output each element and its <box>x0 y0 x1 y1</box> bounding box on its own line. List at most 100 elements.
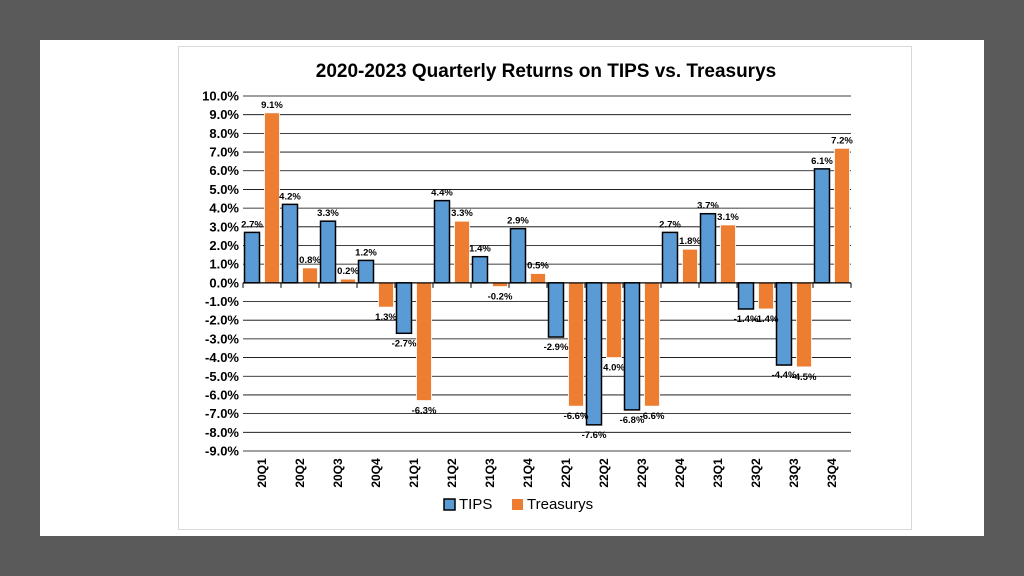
y-tick-label: 6.0% <box>209 163 239 178</box>
data-label: 3.7% <box>697 201 719 212</box>
category-label: 23Q4 <box>825 458 839 488</box>
data-label: -2.7% <box>392 338 417 349</box>
data-label: -6.6% <box>640 411 665 422</box>
data-label: 3.1% <box>717 212 739 223</box>
legend-label-treasurys: Treasurys <box>527 496 593 513</box>
zero-axis <box>242 282 852 288</box>
treasurys-bar <box>644 282 660 407</box>
data-label: 2.7% <box>241 219 263 230</box>
treasurys-bar <box>606 282 622 358</box>
y-tick-label: -2.0% <box>205 313 239 328</box>
tips-bar <box>281 203 299 284</box>
category-label: 21Q4 <box>521 458 535 488</box>
treasurys-bar <box>530 273 546 284</box>
data-label: 1.4% <box>469 244 491 255</box>
data-label: -1.4% <box>754 314 779 325</box>
tips-bar <box>357 259 375 284</box>
y-tick-label: 2.0% <box>209 238 239 253</box>
y-tick-label: 3.0% <box>209 219 239 234</box>
data-label: 3.3% <box>451 208 473 219</box>
data-label: -4.4% <box>772 370 797 381</box>
category-label: 23Q3 <box>787 458 801 488</box>
y-tick-label: 8.0% <box>209 126 239 141</box>
y-tick-label: -1.0% <box>205 294 239 309</box>
y-tick-label: 1.0% <box>209 257 239 272</box>
treasurys-bar <box>378 282 394 308</box>
data-label: -6.8% <box>620 415 645 426</box>
data-label: 0.8% <box>299 255 321 266</box>
bar-chart: 2020-2023 Quarterly Returns on TIPS vs. … <box>202 61 853 513</box>
legend-swatch-treasurys <box>512 499 523 510</box>
tips-bar <box>623 282 641 411</box>
data-label: 4.0% <box>603 363 625 374</box>
data-label: -7.6% <box>582 430 607 441</box>
y-tick-label: 7.0% <box>209 145 239 160</box>
category-label: 21Q2 <box>445 458 459 488</box>
data-label: 6.1% <box>811 156 833 167</box>
tips-bar <box>509 227 527 284</box>
data-label: 4.4% <box>431 188 453 199</box>
y-tick-label: -6.0% <box>205 387 239 402</box>
gridlines <box>243 95 851 452</box>
treasurys-bar <box>796 282 812 368</box>
y-tick-label: 0.0% <box>209 275 239 290</box>
y-tick-label: -3.0% <box>205 331 239 346</box>
tips-bar <box>319 220 337 284</box>
treasurys-bar <box>682 248 698 284</box>
y-tick-label: -7.0% <box>205 406 239 421</box>
chart-area: 2020-2023 Quarterly Returns on TIPS vs. … <box>178 46 912 530</box>
y-tick-label: -9.0% <box>205 444 239 459</box>
category-label: 23Q1 <box>711 458 725 488</box>
category-label: 22Q2 <box>597 458 611 488</box>
data-label: 0.2% <box>337 266 359 277</box>
y-tick-label: 10.0% <box>202 89 239 104</box>
tips-bar <box>661 231 679 284</box>
tips-bar <box>243 231 261 284</box>
data-label: 1.2% <box>355 247 377 258</box>
data-label: 7.2% <box>831 135 853 146</box>
treasurys-bar <box>416 282 432 401</box>
y-tick-label: 4.0% <box>209 201 239 216</box>
tips-bar <box>737 282 755 310</box>
y-tick-label: -8.0% <box>205 425 239 440</box>
data-label: 9.1% <box>261 100 283 111</box>
data-label: 1.8% <box>679 236 701 247</box>
category-label: 20Q1 <box>255 458 269 488</box>
y-axis-ticks: -9.0% -8.0% -7.0% -6.0% -5.0% -4.0% -3.0% -2.0%… <box>202 89 239 459</box>
legend-swatch-tips <box>443 498 456 511</box>
treasurys-bar <box>758 282 774 310</box>
treasurys-bar <box>720 224 736 284</box>
treasurys-bar <box>454 220 470 284</box>
category-label: 21Q3 <box>483 458 497 488</box>
category-label: 21Q1 <box>407 458 421 488</box>
tips-bar <box>775 282 793 366</box>
data-label: -2.9% <box>544 342 569 353</box>
category-label: 22Q4 <box>673 458 687 488</box>
y-tick-label: 5.0% <box>209 182 239 197</box>
tips-bar <box>699 212 717 284</box>
y-tick-label: 9.0% <box>209 107 239 122</box>
tips-bar <box>585 282 603 426</box>
tips-bar <box>395 282 413 335</box>
tips-bar <box>547 282 565 338</box>
y-tick-label: -4.0% <box>205 350 239 365</box>
treasurys-bar <box>302 267 318 284</box>
treasurys-bar <box>834 147 850 284</box>
data-label: 2.7% <box>659 219 681 230</box>
tips-bar <box>433 199 451 284</box>
data-label: -6.3% <box>412 406 437 417</box>
tips-bar <box>813 168 831 284</box>
category-label: 23Q2 <box>749 458 763 488</box>
treasurys-bar <box>264 112 280 284</box>
data-label: 1.3% <box>375 312 397 323</box>
data-label: -1.4% <box>734 314 759 325</box>
category-label: 22Q1 <box>559 458 573 488</box>
x-axis-categories: 20Q1 20Q2 20Q3 20Q4 21Q1 21Q2 21Q3 21Q4 22Q1 22Q2… <box>255 458 839 488</box>
legend-label-tips: TIPS <box>459 496 492 513</box>
category-label: 20Q3 <box>331 458 345 488</box>
data-label: -6.6% <box>564 411 589 422</box>
data-label: 2.9% <box>507 216 529 227</box>
tips-bar <box>471 255 489 284</box>
data-labels: 2.7% 9.1% 4.2% 0.8% 3.3% 0.2% 1.2% 1.3% -2.7% -6.… <box>241 100 853 441</box>
legend: TIPS Treasurys <box>443 496 593 513</box>
